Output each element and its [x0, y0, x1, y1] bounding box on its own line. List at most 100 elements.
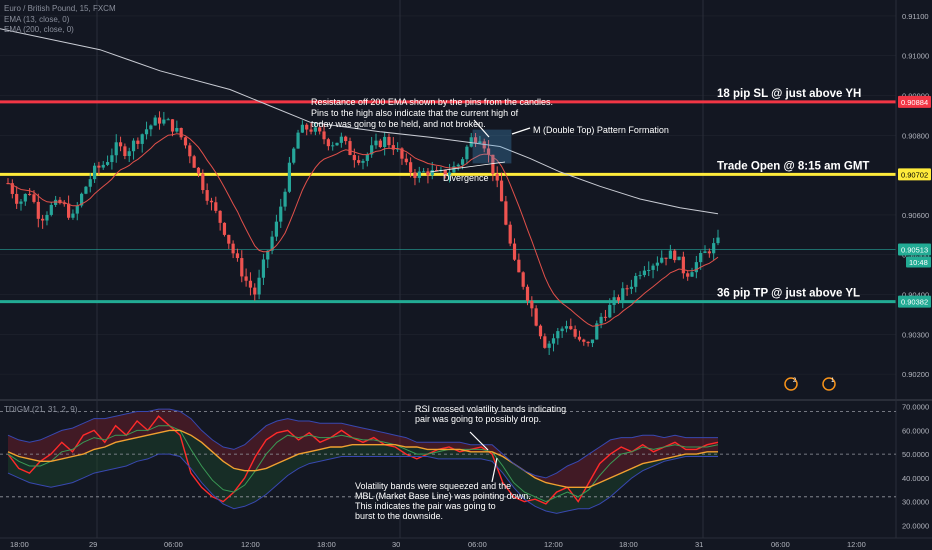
candle-body[interactable] [75, 205, 79, 214]
candle-body[interactable] [28, 193, 32, 195]
candle-body[interactable] [590, 339, 595, 344]
candle-body[interactable] [469, 137, 473, 147]
candle-body[interactable] [192, 156, 196, 168]
tdigm-legend[interactable]: TDIGM (21, 31, 2, 9) [4, 405, 78, 414]
candles[interactable] [6, 111, 720, 356]
candle-body[interactable] [603, 316, 608, 318]
candle-body[interactable] [707, 251, 711, 254]
candle-body[interactable] [534, 308, 538, 326]
candle-body[interactable] [79, 193, 84, 206]
candle-body[interactable] [205, 190, 209, 201]
candle-body[interactable] [525, 286, 530, 301]
candle-body[interactable] [521, 272, 525, 287]
candle-body[interactable] [88, 179, 92, 187]
candle-body[interactable] [452, 166, 456, 173]
ema200-line[interactable] [0, 28, 719, 215]
candle-body[interactable] [261, 259, 266, 278]
candle-body[interactable] [170, 119, 175, 132]
candle-body[interactable] [15, 193, 19, 204]
candle-body[interactable] [313, 127, 317, 132]
candle-body[interactable] [486, 148, 491, 155]
candle-body[interactable] [309, 129, 313, 132]
candle-body[interactable] [569, 326, 573, 330]
candle-body[interactable] [573, 329, 577, 337]
candle-body[interactable] [240, 258, 244, 277]
candle-body[interactable] [231, 243, 235, 254]
candle-body[interactable] [560, 328, 564, 332]
candle-body[interactable] [84, 186, 88, 194]
candle-body[interactable] [642, 270, 647, 276]
candle-body[interactable] [101, 164, 105, 168]
candle-body[interactable] [365, 154, 369, 161]
candle-body[interactable] [482, 141, 486, 149]
candle-body[interactable] [227, 234, 231, 244]
candle-body[interactable] [183, 137, 188, 146]
candle-body[interactable] [357, 160, 361, 163]
candle-body[interactable] [612, 297, 616, 305]
candle-body[interactable] [460, 159, 465, 165]
candle-body[interactable] [253, 287, 257, 295]
candle-body[interactable] [673, 250, 677, 261]
candle-body[interactable] [651, 265, 655, 270]
candle-body[interactable] [110, 155, 114, 163]
candle-body[interactable] [465, 146, 469, 160]
candle-body[interactable] [577, 336, 582, 340]
candle-body[interactable] [712, 243, 716, 254]
candle-body[interactable] [495, 173, 499, 181]
candle-body[interactable] [716, 237, 720, 244]
event-badge-icon[interactable] [822, 377, 836, 391]
candle-body[interactable] [270, 236, 274, 251]
candle-body[interactable] [512, 243, 517, 260]
candle-body[interactable] [677, 256, 681, 261]
candle-body[interactable] [564, 326, 569, 329]
candle-body[interactable] [374, 140, 378, 146]
candle-body[interactable] [608, 304, 612, 318]
candle-body[interactable] [556, 331, 560, 339]
candle-body[interactable] [32, 194, 36, 202]
candle-body[interactable] [214, 202, 218, 211]
candle-body[interactable] [417, 171, 421, 178]
candle-body[interactable] [123, 146, 127, 157]
symbol-title[interactable]: Euro / British Pound, 15, FXCM [4, 4, 116, 13]
candle-body[interactable] [383, 136, 387, 148]
candle-body[interactable] [430, 170, 434, 176]
candle-body[interactable] [105, 162, 110, 165]
indicator-upper-band-line[interactable] [7, 408, 718, 479]
candle-body[interactable] [322, 131, 326, 140]
candle-body[interactable] [625, 288, 629, 290]
candle-body[interactable] [19, 201, 23, 204]
candle-body[interactable] [616, 297, 621, 301]
candle-body[interactable] [703, 251, 707, 254]
candle-body[interactable] [92, 165, 97, 180]
candle-body[interactable] [582, 339, 586, 342]
candle-body[interactable] [222, 222, 227, 235]
candle-body[interactable] [530, 300, 534, 309]
candle-body[interactable] [62, 203, 66, 205]
candle-body[interactable] [547, 343, 551, 348]
candle-body[interactable] [413, 172, 417, 178]
candle-body[interactable] [491, 154, 495, 174]
candle-body[interactable] [49, 204, 53, 215]
candle-body[interactable] [153, 117, 157, 126]
candle-body[interactable] [166, 119, 170, 121]
candle-body[interactable] [127, 151, 131, 157]
candle-body[interactable] [409, 162, 413, 173]
candle-body[interactable] [326, 139, 330, 147]
candle-body[interactable] [266, 250, 270, 260]
candle-body[interactable] [543, 336, 547, 348]
candle-body[interactable] [422, 171, 426, 173]
candle-body[interactable] [655, 262, 659, 266]
candle-body[interactable] [499, 180, 504, 202]
candle-body[interactable] [23, 193, 27, 202]
candle-body[interactable] [352, 155, 356, 161]
candle-body[interactable] [10, 183, 14, 194]
candle-body[interactable] [378, 140, 382, 148]
indicator-lower-band-line[interactable] [7, 453, 718, 514]
ema13-legend[interactable]: EMA (13, close, 0) [4, 14, 70, 24]
candle-body[interactable] [391, 145, 395, 150]
candle-body[interactable] [660, 257, 664, 263]
candle-body[interactable] [668, 250, 672, 259]
candle-body[interactable] [551, 338, 556, 344]
candle-body[interactable] [690, 272, 694, 277]
